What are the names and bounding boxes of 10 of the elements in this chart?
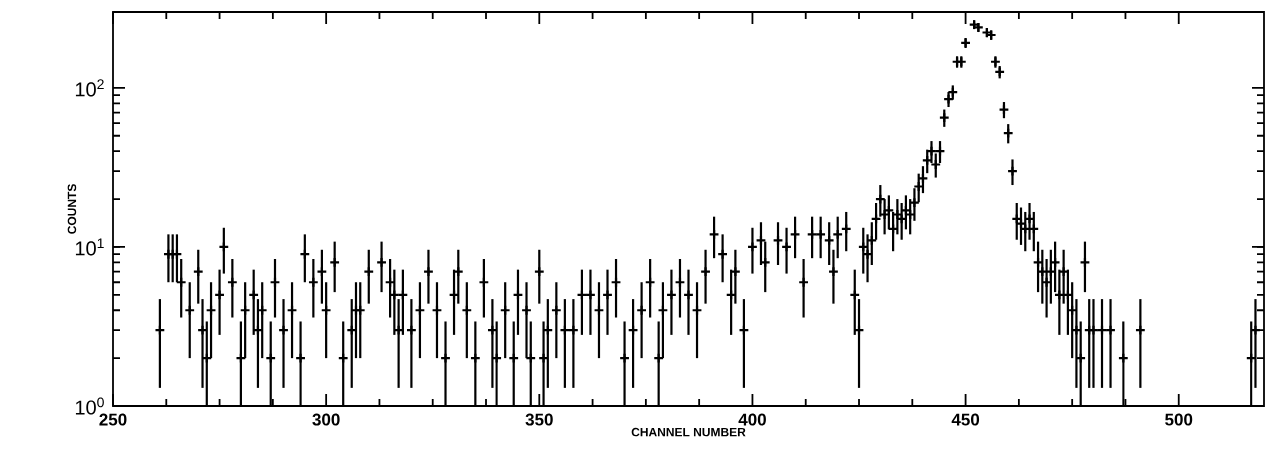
x-tick-label: 450	[951, 413, 980, 426]
x-tick-label: 500	[1165, 413, 1193, 426]
y-tick-label: 10$^{1}$	[75, 238, 104, 256]
x-tick-label: 250	[99, 413, 127, 426]
x-tick-label: 400	[738, 413, 766, 426]
x-tick-label: 350	[525, 413, 553, 426]
x-axis-title: CHANNEL NUMBER	[631, 427, 746, 437]
y-tick-label: 10$^{2}$	[75, 79, 104, 97]
y-axis-title: COUNTS	[67, 184, 77, 234]
x-tick-label: 300	[312, 413, 340, 426]
